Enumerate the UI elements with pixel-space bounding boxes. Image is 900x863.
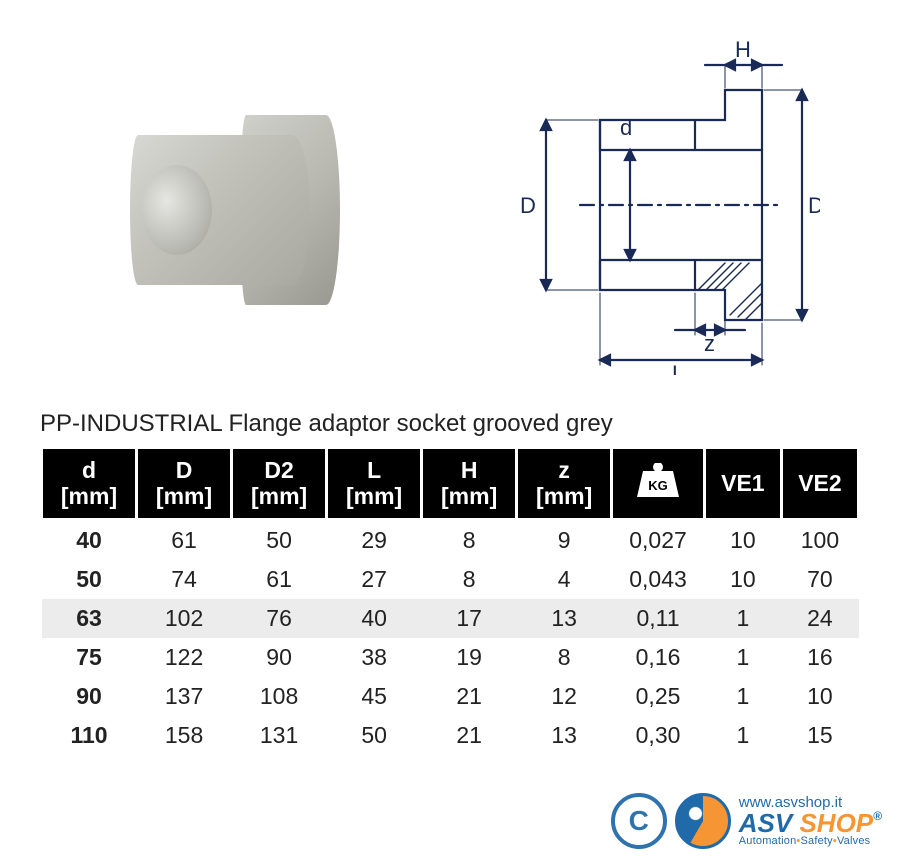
watermark-tagline: Automation•Safety•Valves xyxy=(739,836,882,847)
table-cell: 45 xyxy=(327,677,422,716)
dim-label-L: L xyxy=(672,361,684,375)
table-cell: 40 xyxy=(42,519,137,560)
table-cell: 1 xyxy=(704,716,781,755)
table-cell: 90 xyxy=(232,638,327,677)
table-header: KG xyxy=(612,448,705,520)
product-title: PP-INDUSTRIAL Flange adaptor socket groo… xyxy=(0,400,900,446)
table-cell: 0,30 xyxy=(612,716,705,755)
table-header: D[mm] xyxy=(137,448,232,520)
dim-label-d: d xyxy=(620,115,632,140)
table-cell: 137 xyxy=(137,677,232,716)
table-cell: 38 xyxy=(327,638,422,677)
table-cell: 17 xyxy=(422,599,517,638)
dim-label-D: D xyxy=(520,193,536,218)
figure-area: D d D2 H z L xyxy=(0,0,900,400)
table-cell: 24 xyxy=(781,599,858,638)
table-cell: 0,11 xyxy=(612,599,705,638)
table-cell: 10 xyxy=(704,560,781,599)
table-cell: 90 xyxy=(42,677,137,716)
table-cell: 10 xyxy=(704,519,781,560)
table-cell: 13 xyxy=(517,599,612,638)
table-row: 50746127840,0431070 xyxy=(42,560,859,599)
table-cell: 0,027 xyxy=(612,519,705,560)
table-header: z[mm] xyxy=(517,448,612,520)
table-cell: 0,16 xyxy=(612,638,705,677)
table-header: d[mm] xyxy=(42,448,137,520)
logo-swirl-icon xyxy=(675,793,731,849)
table-cell: 131 xyxy=(232,716,327,755)
table-cell: 8 xyxy=(422,519,517,560)
dim-label-D2: D2 xyxy=(808,193,820,218)
table-cell: 50 xyxy=(42,560,137,599)
table-header: L[mm] xyxy=(327,448,422,520)
table-header: VE2 xyxy=(781,448,858,520)
table-cell: 13 xyxy=(517,716,612,755)
table-cell: 8 xyxy=(517,638,612,677)
table-cell: 27 xyxy=(327,560,422,599)
table-row: 63102764017130,11124 xyxy=(42,599,859,638)
table-cell: 9 xyxy=(517,519,612,560)
table-cell: 29 xyxy=(327,519,422,560)
table-cell: 108 xyxy=(232,677,327,716)
table-row: 901371084521120,25110 xyxy=(42,677,859,716)
table-cell: 1 xyxy=(704,638,781,677)
table-cell: 0,043 xyxy=(612,560,705,599)
table-cell: 63 xyxy=(42,599,137,638)
table-header: D2[mm] xyxy=(232,448,327,520)
table-cell: 8 xyxy=(422,560,517,599)
table-cell: 102 xyxy=(137,599,232,638)
table-cell: 74 xyxy=(137,560,232,599)
table-cell: 75 xyxy=(42,638,137,677)
table-cell: 76 xyxy=(232,599,327,638)
table-cell: 0,25 xyxy=(612,677,705,716)
table-cell: 21 xyxy=(422,716,517,755)
table-cell: 40 xyxy=(327,599,422,638)
table-cell: 70 xyxy=(781,560,858,599)
table-cell: 50 xyxy=(327,716,422,755)
watermark: C www.asvshop.it ASV SHOP® Automation•Sa… xyxy=(611,793,882,849)
weight-icon: KG xyxy=(635,463,681,499)
spec-table: d[mm]D[mm]D2[mm]L[mm]H[mm]z[mm]KGVE1VE2 … xyxy=(40,446,860,755)
table-cell: 110 xyxy=(42,716,137,755)
table-cell: 158 xyxy=(137,716,232,755)
watermark-brand: ASV SHOP® xyxy=(739,810,882,836)
table-cell: 21 xyxy=(422,677,517,716)
table-header: VE1 xyxy=(704,448,781,520)
copyright-icon: C xyxy=(611,793,667,849)
table-cell: 61 xyxy=(137,519,232,560)
table-cell: 16 xyxy=(781,638,858,677)
table-row: 1101581315021130,30115 xyxy=(42,716,859,755)
table-cell: 4 xyxy=(517,560,612,599)
svg-text:KG: KG xyxy=(648,478,668,493)
table-cell: 61 xyxy=(232,560,327,599)
table-row: 7512290381980,16116 xyxy=(42,638,859,677)
table-cell: 15 xyxy=(781,716,858,755)
table-cell: 10 xyxy=(781,677,858,716)
technical-drawing: D d D2 H z L xyxy=(480,35,820,375)
table-cell: 1 xyxy=(704,599,781,638)
table-row: 40615029890,02710100 xyxy=(42,519,859,560)
table-cell: 12 xyxy=(517,677,612,716)
dim-label-z: z xyxy=(704,331,715,356)
table-cell: 50 xyxy=(232,519,327,560)
table-cell: 19 xyxy=(422,638,517,677)
table-header: H[mm] xyxy=(422,448,517,520)
dim-label-H: H xyxy=(735,37,751,62)
product-render xyxy=(100,95,360,315)
table-cell: 1 xyxy=(704,677,781,716)
table-cell: 100 xyxy=(781,519,858,560)
table-cell: 122 xyxy=(137,638,232,677)
